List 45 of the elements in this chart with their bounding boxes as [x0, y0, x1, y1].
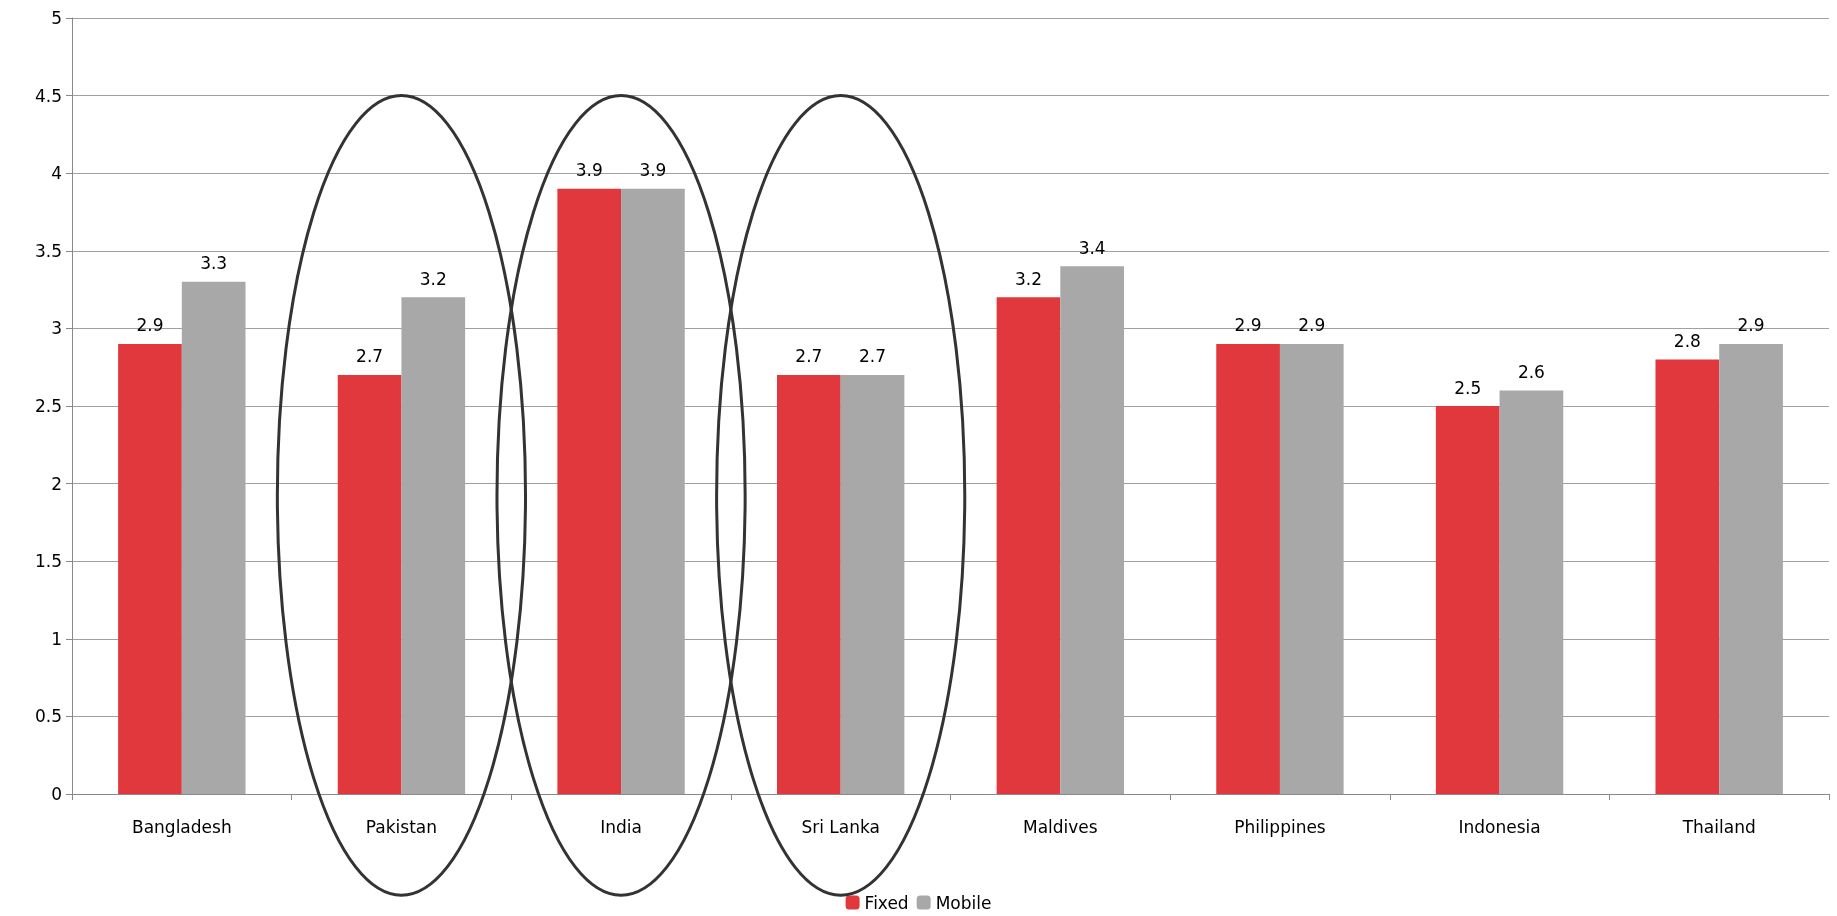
y-tick-label: 2 — [51, 473, 62, 494]
bar — [1216, 343, 1280, 794]
bar — [777, 374, 841, 794]
x-tick-label: Sri Lanka — [801, 816, 880, 837]
data-label: 2.8 — [1673, 330, 1701, 351]
x-tick-label: Maldives — [1022, 816, 1098, 837]
bar — [337, 374, 402, 794]
data-label: 2.9 — [1737, 315, 1765, 336]
x-tick-label: Pakistan — [365, 816, 438, 837]
data-label: 3.9 — [639, 160, 667, 181]
y-tick-label: 1.5 — [34, 551, 62, 572]
data-label: 3.2 — [419, 268, 447, 289]
x-tick-label: Indonesia — [1458, 816, 1541, 837]
x-tick-label: Bangladesh — [131, 816, 232, 837]
data-label: 2.7 — [795, 346, 823, 367]
y-tick-label: 0 — [51, 784, 62, 804]
data-label: 2.7 — [859, 346, 887, 367]
y-tick-label: 5 — [51, 8, 62, 28]
data-label: 2.5 — [1454, 377, 1482, 398]
bar — [118, 343, 182, 794]
x-tick-label: India — [600, 816, 642, 837]
data-label: 2.9 — [1234, 315, 1262, 336]
y-tick-label: 4.5 — [34, 85, 62, 106]
data-label: 2.9 — [136, 315, 164, 336]
bar — [1435, 406, 1500, 794]
legend-label: Mobile — [935, 892, 992, 913]
y-tick-label: 4 — [51, 163, 62, 184]
bar — [996, 297, 1061, 794]
y-tick-label: 2.5 — [34, 396, 62, 416]
y-tick-label: 1 — [51, 628, 62, 649]
x-tick-label: Philippines — [1234, 816, 1326, 837]
data-label: 2.7 — [356, 346, 384, 367]
data-label: 3.9 — [575, 160, 603, 181]
data-label: 2.6 — [1517, 361, 1545, 382]
bar — [1655, 359, 1720, 794]
bar — [557, 188, 622, 794]
x-tick-label: Thailand — [1681, 816, 1756, 837]
data-label: 3.4 — [1078, 237, 1106, 258]
data-label: 2.9 — [1298, 315, 1326, 336]
data-label: 3.3 — [200, 253, 228, 274]
y-tick-label: 3.5 — [34, 240, 62, 261]
data-label: 3.2 — [1014, 268, 1042, 289]
legend-label: Fixed — [864, 892, 909, 913]
y-tick-label: 3 — [51, 318, 62, 339]
y-tick-label: 0.5 — [34, 706, 62, 727]
